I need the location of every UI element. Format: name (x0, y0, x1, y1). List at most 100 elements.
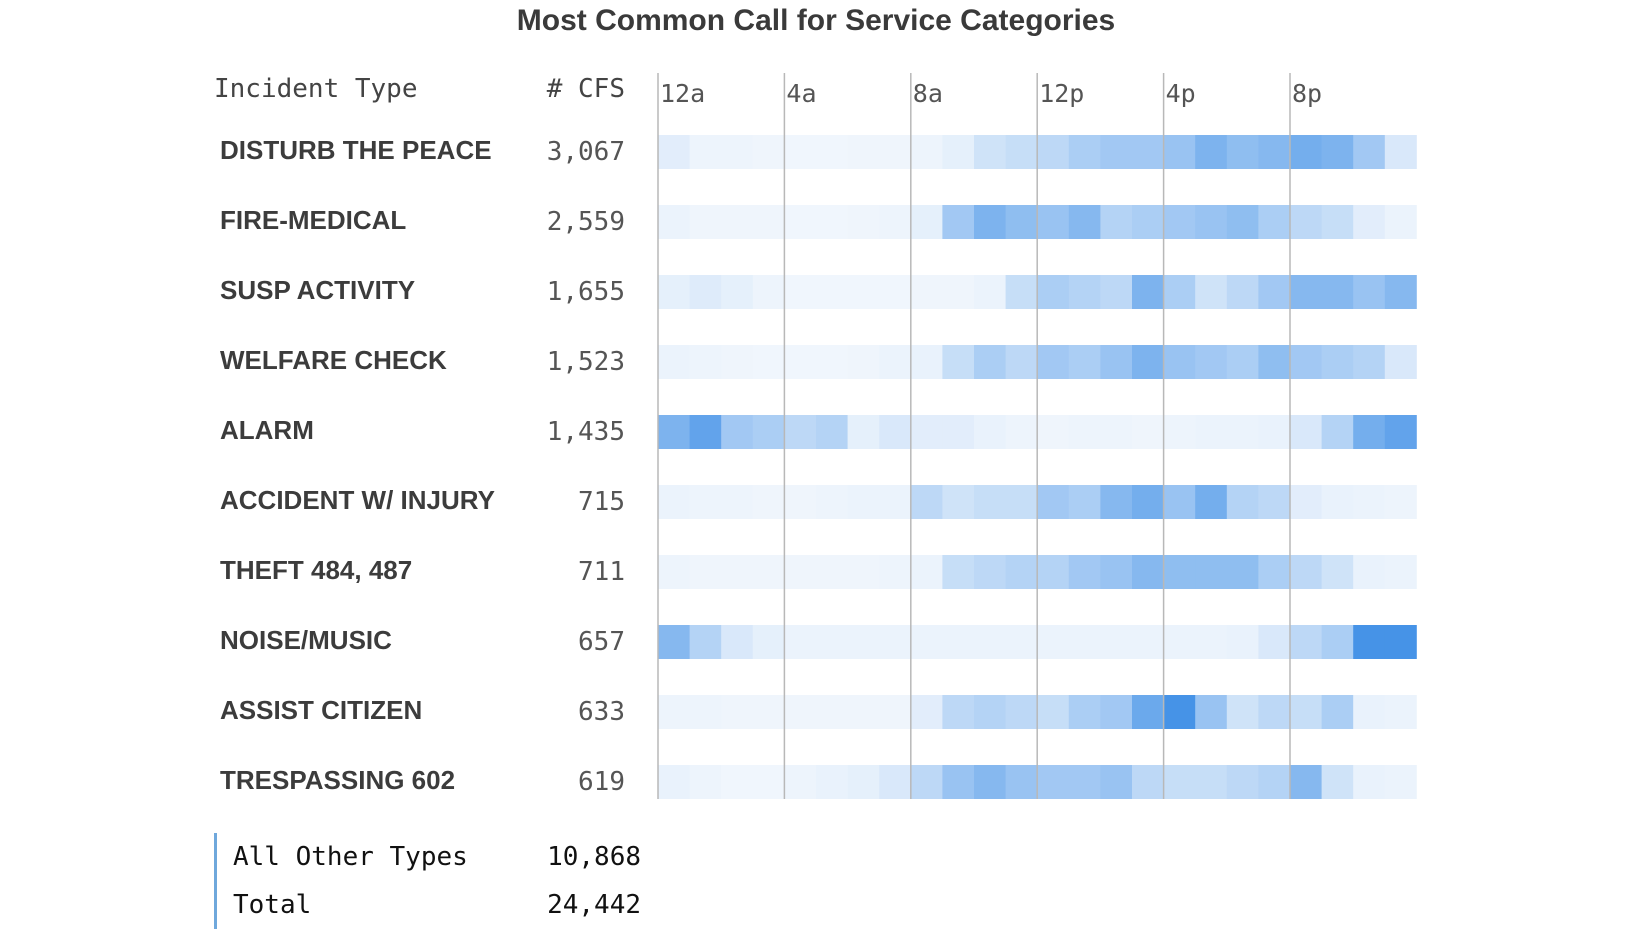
hour-label: 8p (1292, 79, 1322, 108)
heatmap-cell (1290, 135, 1322, 169)
heatmap-cell (784, 625, 817, 659)
heatmap-cell (1068, 415, 1101, 449)
heatmap-cell (1005, 205, 1038, 239)
heatmap-cell (1321, 205, 1354, 239)
heatmap-cell (1163, 275, 1196, 309)
row-label: TRESPASSING 602 (220, 765, 456, 795)
heatmap-cell (910, 345, 943, 379)
footer-row-other: All Other Types 10,868 (233, 833, 641, 881)
heatmap-cell (1132, 135, 1164, 169)
heatmap-cell (1226, 345, 1259, 379)
footer-total-value: 24,442 (547, 890, 641, 920)
heatmap-cell (1037, 205, 1070, 239)
heatmap-cell (847, 485, 880, 519)
heatmap-cell (1258, 485, 1291, 519)
row-count: 1,655 (546, 277, 625, 307)
footer-row-total: Total 24,442 (233, 881, 641, 929)
row-label: WELFARE CHECK (220, 345, 447, 375)
row-count: 1,523 (546, 347, 625, 377)
heatmap-cell (1195, 485, 1228, 519)
heatmap-cell (1195, 345, 1228, 379)
row-label: THEFT 484, 487 (220, 555, 413, 585)
heatmap-cell (784, 765, 817, 799)
heatmap-cell (1132, 695, 1164, 729)
hour-label: 4p (1166, 79, 1196, 108)
heatmap-cell (1068, 625, 1101, 659)
heatmap-cell (658, 415, 690, 449)
hour-label: 12a (660, 79, 705, 108)
heatmap-cell (1321, 555, 1354, 589)
heatmap-cell (1290, 415, 1322, 449)
heatmap-cell (816, 555, 848, 589)
heatmap-cell (910, 275, 943, 309)
heatmap-cell (784, 135, 817, 169)
row-count: 1,435 (546, 417, 625, 447)
heatmap-cell (879, 625, 912, 659)
heatmap-cell (1226, 765, 1259, 799)
heatmap-cell (879, 765, 912, 799)
heatmap-cell (910, 555, 943, 589)
heatmap-cell (1037, 135, 1070, 169)
heatmap-cell (1226, 695, 1259, 729)
row-count: 657 (578, 627, 625, 657)
heatmap-cell (689, 695, 722, 729)
heatmap-cell (847, 695, 880, 729)
heatmap-cell (1005, 275, 1038, 309)
footer-other-value: 10,868 (547, 842, 641, 872)
heatmap-cell (784, 555, 817, 589)
heatmap-cell (1384, 345, 1417, 379)
heatmap-cell (1068, 695, 1101, 729)
heatmap-cell (1195, 625, 1228, 659)
heatmap-cell (1321, 765, 1354, 799)
row-label: ASSIST CITIZEN (220, 695, 423, 725)
heatmap-cell (752, 135, 785, 169)
heatmap-cell (689, 275, 722, 309)
heatmap-cell (721, 695, 754, 729)
heatmap-cell (942, 135, 975, 169)
heatmap-cell (1163, 205, 1196, 239)
row-count: 3,067 (546, 137, 625, 167)
heatmap-cell (1226, 205, 1259, 239)
heatmap-cell (879, 135, 912, 169)
heatmap-cell (1226, 415, 1259, 449)
heatmap-cell (752, 205, 785, 239)
heatmap-cell (689, 345, 722, 379)
heatmap-cell (1353, 765, 1386, 799)
heatmap-cell (784, 485, 817, 519)
heatmap-cell (1258, 205, 1291, 239)
heatmap-cell (1037, 765, 1070, 799)
heatmap-cell (1132, 625, 1164, 659)
heatmap-cell (1195, 275, 1228, 309)
row-label: FIRE-MEDICAL (220, 205, 407, 235)
heatmap-cell (1290, 625, 1322, 659)
row-label: ALARM (220, 415, 314, 445)
heatmap-cell (1163, 555, 1196, 589)
heatmap-cell (1384, 765, 1417, 799)
heatmap-cell (1037, 485, 1070, 519)
heatmap-cell (1321, 275, 1354, 309)
heatmap-cell (1100, 135, 1133, 169)
heatmap-cell (1353, 275, 1386, 309)
heatmap-cell (1258, 135, 1291, 169)
heatmap-cell (1068, 205, 1101, 239)
heatmap-cell (1321, 415, 1354, 449)
hour-label: 12p (1039, 79, 1084, 108)
heatmap-cell (784, 415, 817, 449)
heatmap-cell (974, 695, 1006, 729)
heatmap-cell (1258, 415, 1291, 449)
heatmap-cell (974, 205, 1006, 239)
footer-other-label: All Other Types (233, 842, 468, 872)
footer-total-label: Total (233, 890, 312, 920)
heatmap-cell (1100, 485, 1133, 519)
heatmap-cell (1290, 485, 1322, 519)
heatmap-cell (752, 765, 785, 799)
heatmap-cell (816, 625, 848, 659)
heatmap-cell (689, 555, 722, 589)
heatmap-cell (752, 695, 785, 729)
heatmap-cell (752, 415, 785, 449)
hour-label: 4a (786, 79, 816, 108)
heatmap-cell (1100, 625, 1133, 659)
heatmap-cell (752, 275, 785, 309)
heatmap-cell (689, 205, 722, 239)
heatmap-cell (658, 765, 690, 799)
